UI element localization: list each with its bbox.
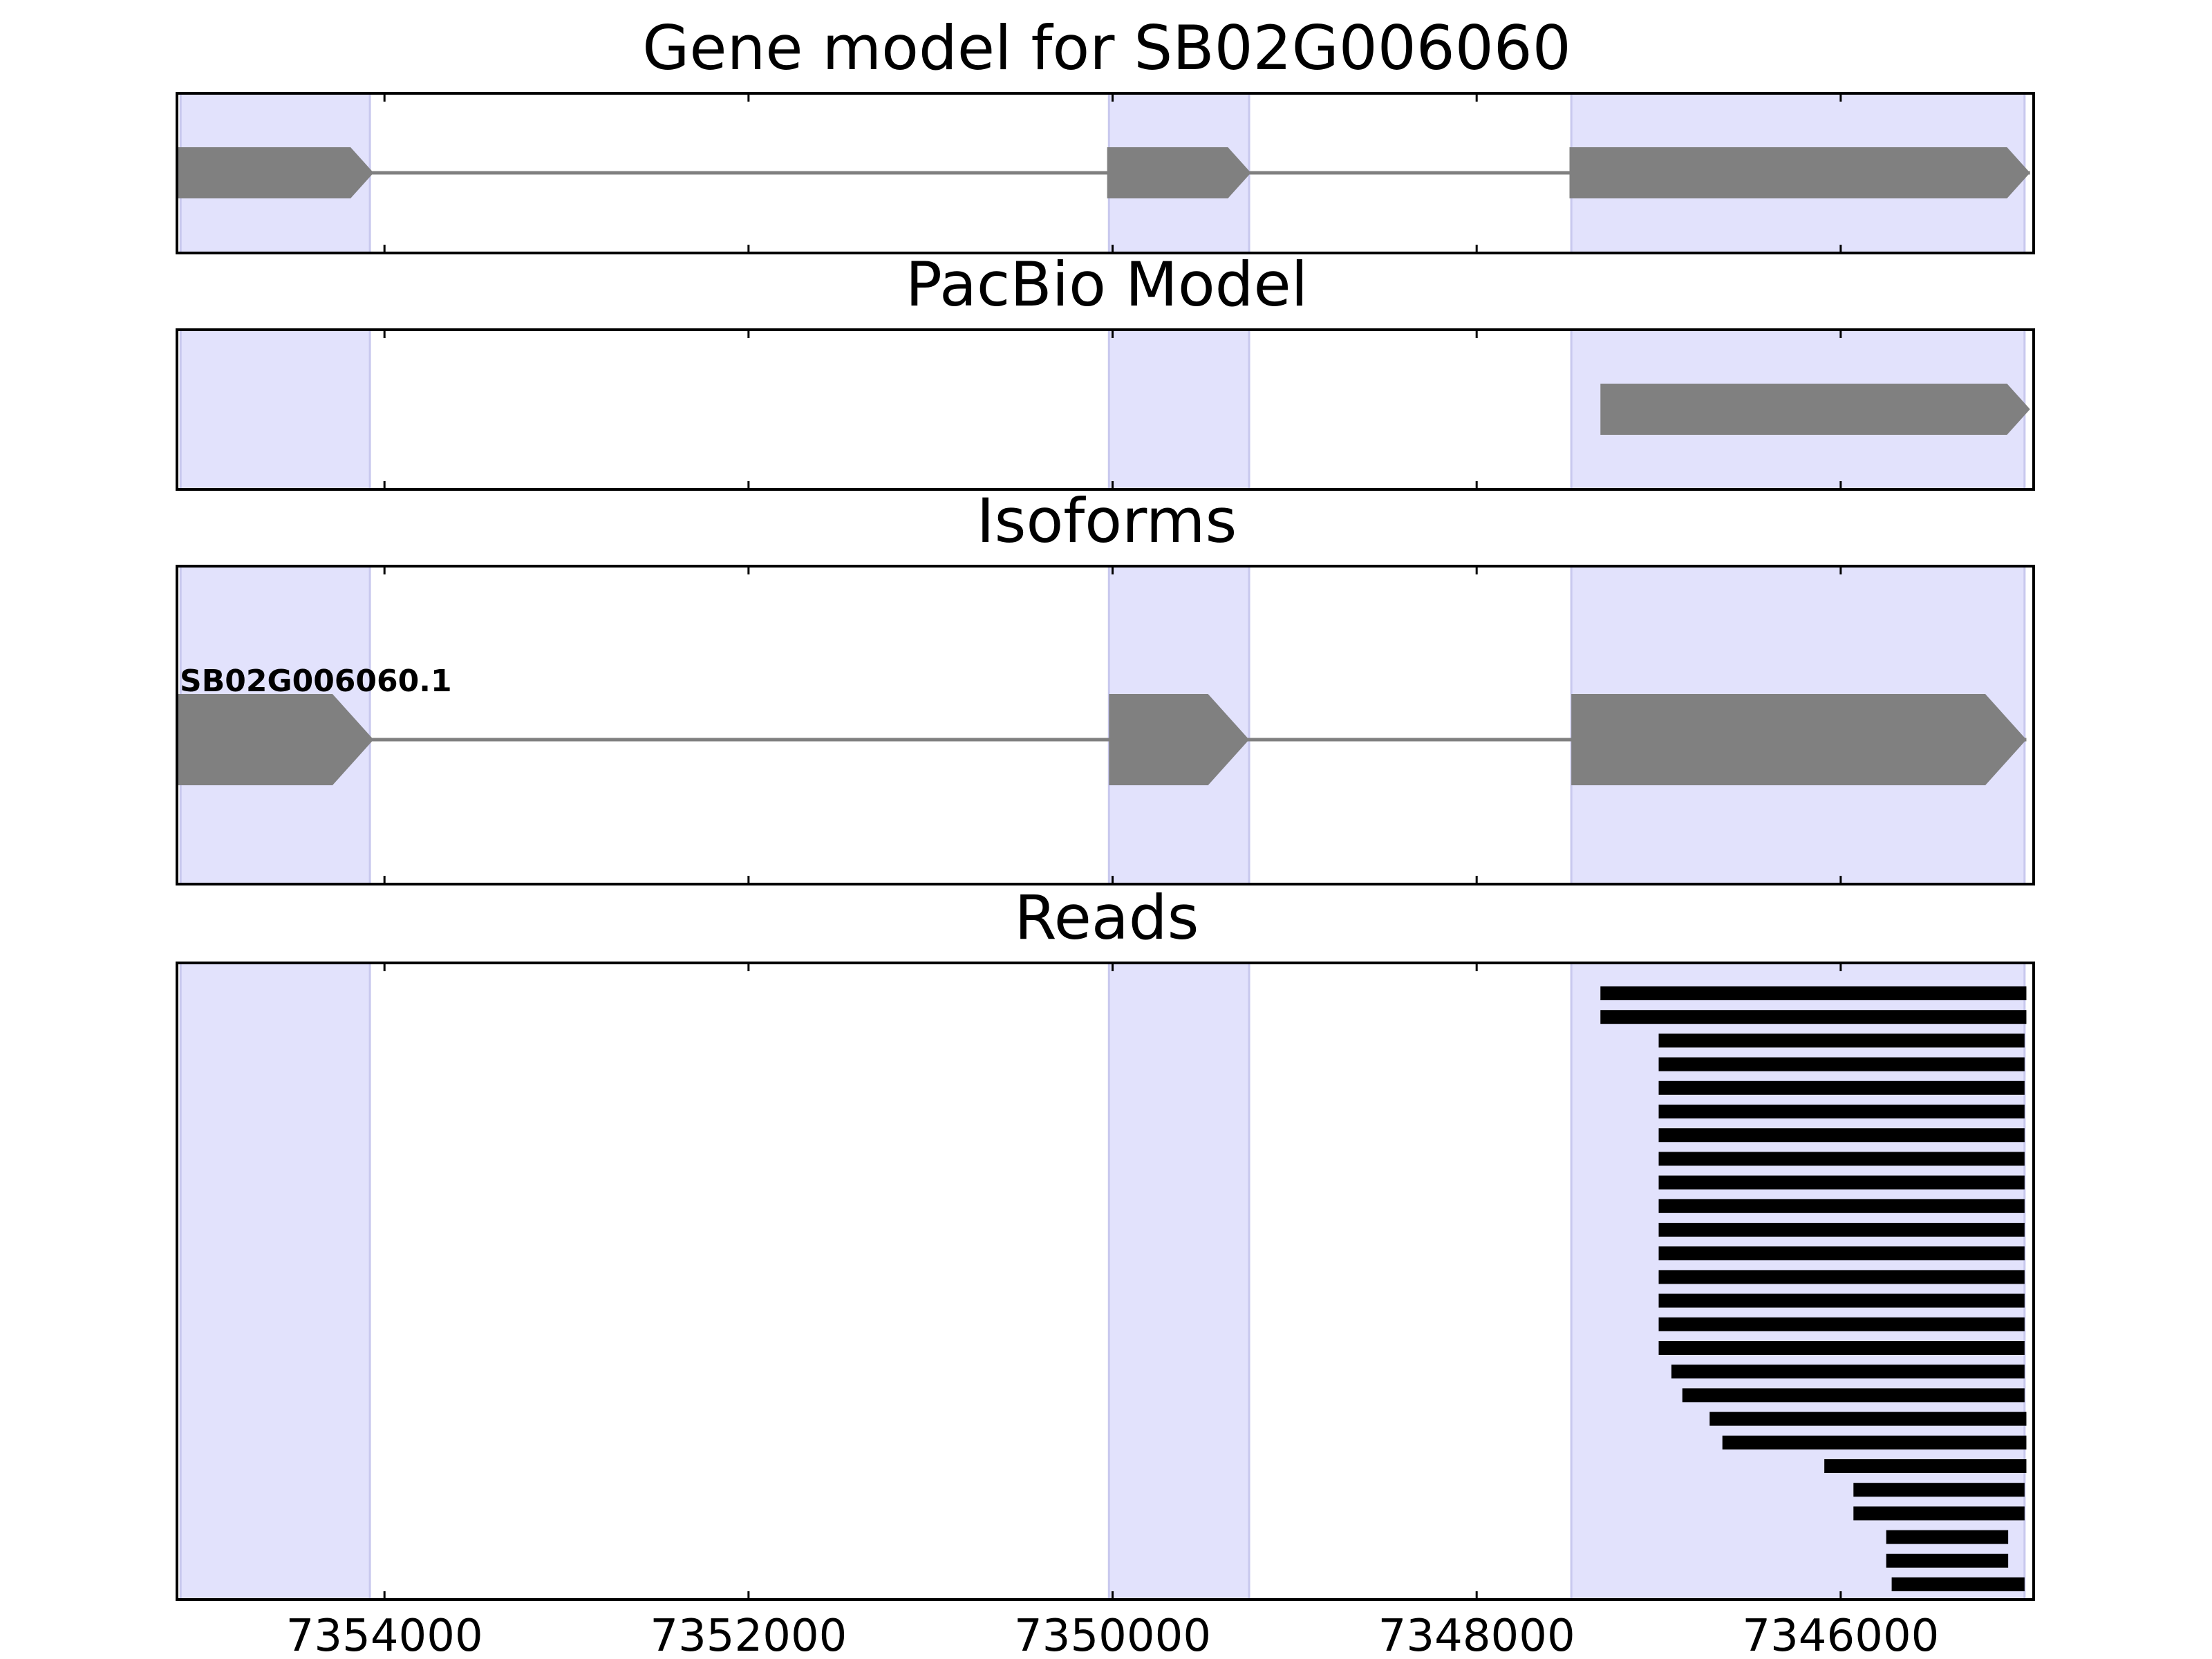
reads-panel: Reads: [176, 882, 2035, 1601]
read-bar: [1658, 1270, 2025, 1284]
read-bar: [1658, 1033, 2025, 1048]
x-tick-label: 7352000: [650, 1611, 847, 1659]
x-tick-label: 7350000: [1014, 1611, 1211, 1659]
exon-block: [1569, 147, 2030, 198]
read-bar: [1722, 1435, 2027, 1450]
highlight-region: [1107, 962, 1250, 1601]
pacbio-model-panel: PacBio Model: [176, 249, 2035, 491]
reads-title: Reads: [1015, 882, 1199, 953]
exon-block: [1571, 694, 2027, 785]
read-bar: [1709, 1412, 2027, 1426]
axes-frame: [176, 92, 2035, 254]
x-tick-label: 7354000: [286, 1611, 483, 1659]
read-bar: [1853, 1483, 2025, 1497]
axes-frame: [176, 962, 2035, 1601]
gene-model-title: Gene model for SB02G006060: [642, 12, 1571, 84]
highlight-region: [179, 962, 371, 1601]
read-bar: [1658, 1223, 2025, 1237]
gene-model-panel: Gene model for SB02G006060: [176, 12, 2035, 254]
read-bar: [1658, 1105, 2025, 1118]
exon-block: [1109, 694, 1250, 785]
x-tick-label: 7346000: [1742, 1611, 1939, 1659]
read-bar: [1886, 1553, 2009, 1568]
read-bar: [1891, 1577, 2025, 1591]
read-bar: [1853, 1506, 2025, 1521]
read-bar: [1658, 1293, 2025, 1308]
read-bar: [1658, 1152, 2025, 1166]
isoforms-panel: SB02G006060.1 Isoforms: [176, 485, 2035, 885]
read-bar: [1658, 1199, 2025, 1213]
x-tick-label: 7348000: [1378, 1611, 1575, 1659]
read-bar: [1658, 1080, 2025, 1095]
pacbio-model-title: PacBio Model: [906, 249, 1308, 320]
exon-block: [177, 694, 374, 785]
exon-block: [177, 147, 374, 198]
read-bar: [1600, 1010, 2027, 1024]
read-bar: [1886, 1530, 2009, 1544]
exon-block: [1600, 384, 2030, 435]
axes-frame: [176, 328, 2035, 491]
isoforms-title: Isoforms: [977, 485, 1237, 556]
read-bar: [1658, 1317, 2025, 1331]
read-bar: [1600, 986, 2027, 1000]
highlight-region: [179, 328, 371, 491]
axes-frame: [176, 565, 2035, 885]
read-bar: [1658, 1128, 2025, 1143]
exon-block: [1107, 147, 1251, 198]
read-bar: [1824, 1459, 2027, 1473]
isoform-label: SB02G006060.1: [180, 664, 452, 699]
read-bar: [1658, 1246, 2025, 1261]
highlight-region: [1107, 328, 1250, 491]
read-bar: [1658, 1175, 2025, 1190]
read-bar: [1658, 1057, 2025, 1071]
read-bar: [1682, 1388, 2025, 1403]
read-bar: [1671, 1365, 2025, 1379]
read-bar: [1658, 1341, 2025, 1355]
